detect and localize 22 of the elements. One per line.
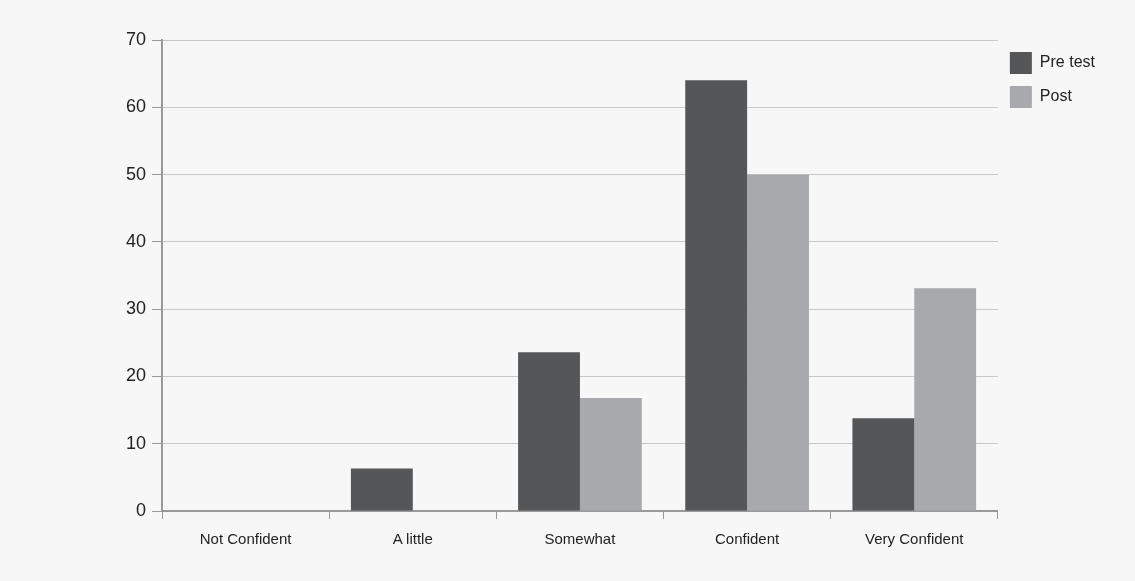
bar	[914, 288, 977, 511]
y-tick-label: 40	[125, 230, 147, 251]
bar	[579, 397, 642, 511]
y-tick-label: 30	[125, 298, 147, 319]
bar	[852, 418, 915, 511]
x-tick-label: Confident	[715, 530, 781, 548]
y-tick-label: 60	[125, 96, 147, 117]
y-tick-label: 70	[125, 28, 147, 49]
y-tick-label: 20	[125, 365, 147, 386]
bar	[685, 80, 748, 511]
x-tick-label: Not Confident	[199, 530, 293, 548]
x-tick-label: Somewhat	[544, 530, 617, 548]
y-tick-label: 50	[125, 163, 147, 184]
bar	[350, 468, 413, 511]
bar	[518, 352, 580, 511]
y-tick-label: 0	[136, 499, 147, 520]
y-tick-label: 10	[125, 432, 147, 453]
bar	[747, 174, 809, 511]
legend-label: Pre test	[1039, 53, 1096, 71]
x-tick-label: Very Confident	[865, 530, 965, 548]
legend-label: Post	[1039, 87, 1073, 105]
x-tick-label: A little	[392, 530, 433, 548]
